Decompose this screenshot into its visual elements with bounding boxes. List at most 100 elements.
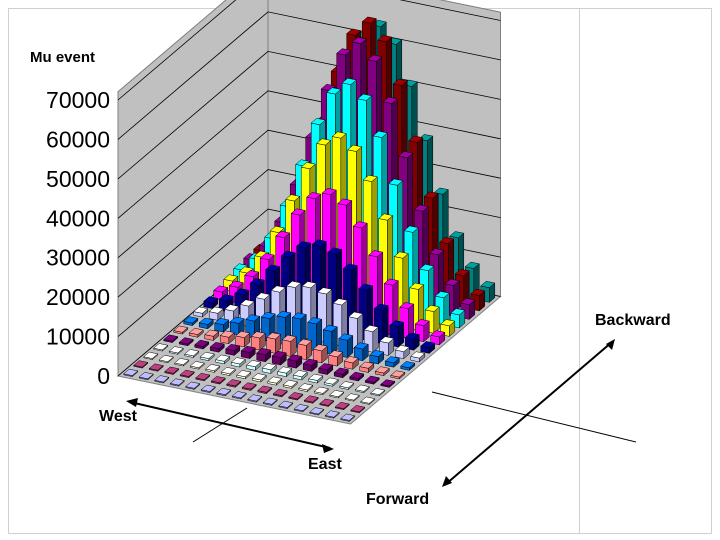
- bar: [219, 330, 235, 345]
- bar: [354, 384, 370, 394]
- bar: [199, 351, 215, 362]
- bar: [333, 367, 349, 379]
- bar: [209, 342, 225, 353]
- bar: [288, 392, 304, 401]
- bar: [235, 331, 251, 348]
- direction-arrows: [126, 339, 637, 487]
- bar: [261, 363, 277, 375]
- bar: [256, 348, 272, 363]
- east-arrowhead-icon: [322, 444, 334, 453]
- bar: [154, 375, 170, 384]
- bar: [208, 306, 224, 321]
- bar: [158, 354, 174, 364]
- bar: [364, 375, 380, 385]
- bar: [420, 341, 436, 354]
- frame-divider: [579, 8, 580, 534]
- bar: [138, 372, 154, 381]
- bar: [292, 370, 308, 381]
- west-arrowhead-icon: [126, 398, 138, 407]
- bar: [414, 319, 430, 343]
- bar: [410, 351, 426, 363]
- backward-arrowhead-icon: [606, 339, 615, 350]
- bar: [133, 360, 149, 369]
- axis-guide-line-right: [431, 391, 637, 443]
- bar: [241, 382, 257, 392]
- bar: [343, 356, 359, 370]
- backward-label: Backward: [595, 312, 671, 329]
- bar: [267, 376, 283, 386]
- bar: [430, 330, 446, 346]
- bar: [229, 316, 245, 336]
- bar: [246, 360, 262, 371]
- bar: [339, 381, 355, 391]
- z-tick-label: 10000: [46, 324, 110, 350]
- z-tick-label: 60000: [46, 126, 110, 152]
- bar: [348, 311, 364, 350]
- z-axis-ticks: 0 10000 20000 30000 40000 50000 60000 70000: [46, 87, 110, 389]
- bar: [384, 356, 400, 368]
- bar: [168, 346, 184, 355]
- bar: [318, 363, 334, 376]
- forward-label: Forward: [366, 491, 430, 508]
- bar: [282, 379, 298, 389]
- bar: [400, 361, 416, 371]
- bar: [225, 343, 241, 356]
- bar: [303, 395, 319, 404]
- bar: [319, 398, 335, 408]
- bar: [370, 388, 386, 397]
- bar: [257, 385, 273, 395]
- bar: [324, 410, 340, 419]
- bar: [369, 349, 385, 365]
- bar: [198, 317, 214, 330]
- bar: [203, 296, 219, 310]
- bar: [214, 317, 230, 333]
- bar: [360, 396, 376, 405]
- bar: [164, 366, 180, 376]
- bar: [287, 354, 303, 369]
- bar: [163, 334, 179, 344]
- axis-guide-line-left: [192, 407, 248, 443]
- bar: [374, 366, 390, 377]
- bar: [308, 373, 324, 384]
- bar: [195, 372, 211, 382]
- bar: [334, 401, 350, 411]
- bar: [323, 377, 339, 387]
- bar: [390, 370, 406, 380]
- bar: [183, 316, 199, 327]
- bar: [340, 413, 356, 422]
- bar: [205, 364, 221, 373]
- gridline: [117, 11, 501, 140]
- west-east-arrow-line: [129, 401, 331, 449]
- bar: [313, 386, 329, 396]
- bar: [169, 378, 185, 387]
- bar: [173, 325, 189, 335]
- bar: [312, 344, 328, 364]
- bar: [271, 350, 287, 366]
- west-label: West: [99, 408, 137, 425]
- z-tick-label: 70000: [46, 87, 110, 113]
- bar: [231, 391, 247, 400]
- bar: [380, 379, 396, 388]
- bar: [179, 369, 195, 379]
- gridline: [117, 50, 501, 180]
- bar: [277, 366, 293, 378]
- bar: [194, 339, 210, 350]
- bar: [272, 388, 288, 398]
- bar: [250, 331, 266, 351]
- bar: [210, 376, 226, 385]
- bar: [204, 329, 220, 342]
- forward-backward-arrow-line: [445, 341, 613, 485]
- bar: [329, 390, 345, 399]
- bar: [328, 350, 344, 367]
- bars: [123, 16, 496, 422]
- bar: [174, 358, 190, 367]
- bar: [123, 368, 139, 378]
- bar: [226, 379, 242, 388]
- bar: [302, 358, 318, 372]
- bar: [349, 371, 365, 382]
- bar: [178, 337, 194, 347]
- bar: [215, 354, 231, 365]
- bar: [266, 332, 282, 354]
- bar: [236, 370, 252, 380]
- bar: [188, 327, 204, 338]
